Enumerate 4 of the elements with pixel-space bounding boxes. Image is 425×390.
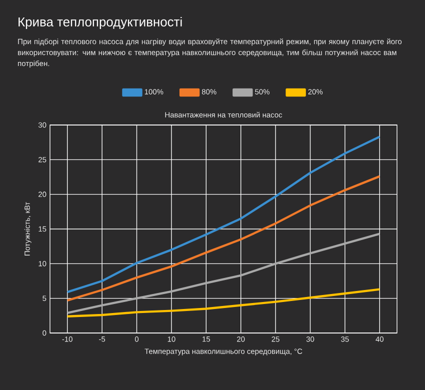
line-series	[66, 175, 381, 302]
line-series	[66, 288, 381, 318]
line-series	[66, 136, 381, 294]
chart-title: Крива теплопродуктивності	[18, 16, 182, 30]
